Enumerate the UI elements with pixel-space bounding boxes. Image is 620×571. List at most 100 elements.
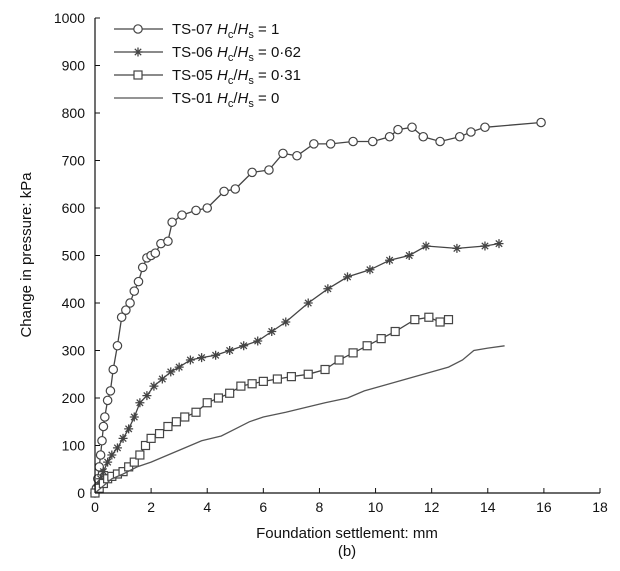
data-point bbox=[163, 421, 173, 432]
data-point bbox=[202, 398, 212, 408]
data-point bbox=[320, 364, 330, 375]
legend-item-ts-05: TS-05 Hc/Hs = 0·31 bbox=[114, 67, 301, 87]
data-point bbox=[236, 381, 246, 391]
series-line bbox=[94, 242, 500, 494]
data-point bbox=[443, 315, 454, 325]
data-point bbox=[253, 336, 263, 346]
data-point bbox=[174, 362, 184, 372]
data-point bbox=[454, 131, 465, 142]
series-ts-05 bbox=[90, 312, 454, 498]
data-point bbox=[103, 457, 113, 467]
data-point bbox=[125, 298, 135, 308]
data-point bbox=[452, 243, 462, 253]
data-point bbox=[129, 286, 140, 296]
data-point bbox=[133, 276, 144, 287]
data-point bbox=[325, 139, 336, 149]
legend-item-ts-01: TS-01 Hc/Hs = 0 bbox=[114, 90, 279, 110]
x-tick-label: 8 bbox=[316, 499, 324, 515]
data-point bbox=[348, 136, 358, 147]
data-point bbox=[157, 374, 167, 384]
data-point bbox=[230, 184, 241, 194]
y-tick-label: 0 bbox=[77, 485, 85, 501]
x-tick-label: 6 bbox=[259, 499, 267, 515]
data-point bbox=[323, 284, 333, 294]
x-tick-label: 4 bbox=[203, 499, 211, 515]
data-point bbox=[343, 272, 352, 282]
x-tick-label: 0 bbox=[91, 499, 99, 515]
data-point bbox=[421, 241, 431, 251]
data-point bbox=[116, 312, 127, 323]
data-point bbox=[185, 355, 195, 365]
data-point bbox=[407, 122, 417, 133]
y-tick-label: 900 bbox=[62, 58, 86, 74]
data-point bbox=[133, 70, 143, 80]
data-point bbox=[118, 433, 128, 443]
data-point bbox=[191, 205, 201, 216]
x-tick-label: 12 bbox=[424, 499, 440, 515]
data-point bbox=[140, 440, 151, 451]
y-tick-label: 800 bbox=[62, 105, 86, 121]
data-point bbox=[95, 450, 106, 460]
data-point bbox=[286, 372, 296, 382]
data-point bbox=[211, 350, 221, 360]
series-ts-06 bbox=[90, 239, 504, 498]
data-point bbox=[281, 317, 291, 327]
data-point bbox=[258, 376, 268, 386]
series-line bbox=[94, 345, 505, 494]
data-point bbox=[171, 417, 181, 427]
legend-label: TS-07 Hc/Hs = 1 bbox=[172, 21, 279, 41]
data-point bbox=[418, 131, 429, 142]
data-point bbox=[494, 239, 504, 249]
y-tick-label: 500 bbox=[62, 248, 86, 264]
data-point bbox=[96, 474, 106, 484]
data-point bbox=[107, 450, 117, 460]
data-point bbox=[112, 443, 122, 453]
data-point bbox=[105, 386, 116, 396]
data-point bbox=[435, 136, 445, 147]
data-point bbox=[137, 262, 148, 273]
data-point bbox=[480, 241, 490, 251]
legend-item-ts-07: TS-07 Hc/Hs = 1 bbox=[114, 21, 279, 41]
series-line bbox=[94, 316, 449, 494]
y-tick-label: 400 bbox=[62, 295, 86, 311]
data-point bbox=[108, 364, 119, 375]
y-tick-label: 700 bbox=[62, 153, 86, 169]
data-point bbox=[135, 398, 145, 408]
data-point bbox=[124, 424, 134, 434]
data-point bbox=[133, 24, 143, 34]
data-point bbox=[393, 124, 403, 135]
data-point bbox=[239, 341, 249, 351]
data-point bbox=[309, 139, 319, 149]
series-ts-07 bbox=[90, 117, 546, 498]
legend-label: TS-01 Hc/Hs = 0 bbox=[172, 90, 279, 110]
legend: TS-07 Hc/Hs = 1 TS-06 Hc/Hs = 0·62 TS-05 H… bbox=[114, 21, 301, 110]
data-point bbox=[536, 117, 546, 128]
data-point bbox=[135, 450, 145, 460]
data-point bbox=[362, 341, 372, 351]
data-point bbox=[334, 355, 344, 365]
data-point bbox=[225, 388, 235, 398]
data-point bbox=[146, 433, 156, 443]
data-point bbox=[154, 429, 165, 439]
plot-area bbox=[90, 117, 546, 498]
data-point bbox=[142, 391, 152, 401]
data-point bbox=[435, 317, 445, 327]
data-point bbox=[376, 334, 386, 344]
data-point bbox=[384, 131, 395, 142]
y-tick-label: 1000 bbox=[54, 10, 85, 26]
data-point bbox=[365, 265, 375, 275]
data-point bbox=[98, 467, 108, 477]
x-tick-label: 18 bbox=[592, 499, 608, 515]
data-point bbox=[167, 217, 177, 228]
data-point bbox=[177, 210, 187, 220]
data-point bbox=[102, 395, 113, 406]
data-point bbox=[149, 381, 159, 391]
axis-ticks: 0 2 4 6 8 10 12 14 16 18 0 100 200 300 400 500 600 700 800… bbox=[54, 10, 608, 515]
data-point bbox=[272, 374, 282, 384]
data-point bbox=[390, 326, 400, 337]
data-point bbox=[292, 150, 302, 161]
data-point bbox=[247, 167, 257, 178]
x-tick-label: 2 bbox=[147, 499, 155, 515]
y-axis-title: Change in pressure: kPa bbox=[18, 172, 35, 338]
